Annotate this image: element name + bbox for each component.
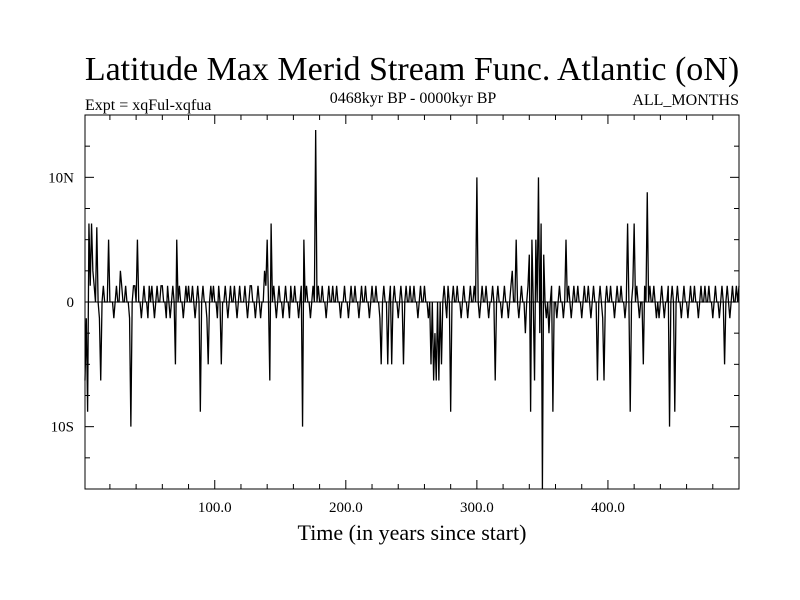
experiment-label: Expt = xqFul-xqfua xyxy=(85,97,211,114)
y-tick-label: 10N xyxy=(48,170,74,186)
axis-ticks xyxy=(85,115,739,489)
chart-title: Latitude Max Merid Stream Func. Atlantic… xyxy=(85,51,739,88)
x-tick-label: 300.0 xyxy=(460,500,494,516)
x-tick-label: 200.0 xyxy=(329,500,363,516)
series-line xyxy=(84,129,740,490)
y-tick-label: 0 xyxy=(67,295,75,311)
tick-labels: 100.0 200.0 300.0 400.0 10N 0 10S xyxy=(48,170,625,516)
x-tick-label: 400.0 xyxy=(591,500,625,516)
period-label: 0468kyr BP - 0000kyr BP xyxy=(330,90,497,107)
plot-area-frame xyxy=(84,114,740,490)
y-tick-label: 10S xyxy=(51,420,74,436)
months-label: ALL_MONTHS xyxy=(632,92,739,109)
x-axis-label: Time (in years since start) xyxy=(298,520,527,545)
x-tick-label: 100.0 xyxy=(198,500,232,516)
